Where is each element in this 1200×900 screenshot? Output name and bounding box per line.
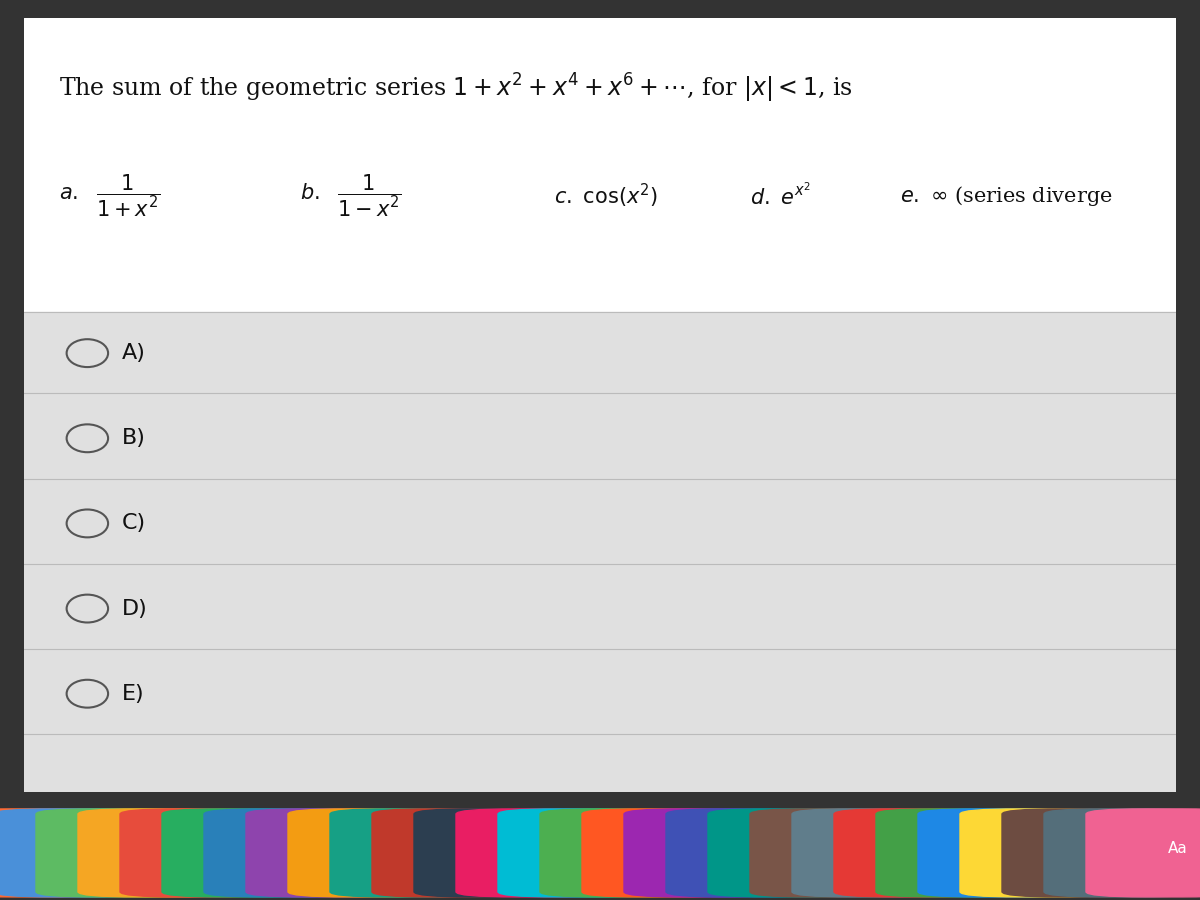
FancyBboxPatch shape <box>624 809 780 897</box>
FancyBboxPatch shape <box>414 809 570 897</box>
FancyBboxPatch shape <box>456 809 612 897</box>
FancyBboxPatch shape <box>330 809 486 897</box>
Text: $c. \ \cos(x^2)$: $c. \ \cos(x^2)$ <box>554 182 658 210</box>
Text: Aa: Aa <box>1169 841 1188 856</box>
Text: $a. \ \ \dfrac{1}{1+x^2}$: $a. \ \ \dfrac{1}{1+x^2}$ <box>59 173 160 219</box>
Text: C): C) <box>122 513 146 534</box>
FancyBboxPatch shape <box>540 809 696 897</box>
FancyBboxPatch shape <box>960 809 1116 897</box>
FancyBboxPatch shape <box>288 809 444 897</box>
FancyBboxPatch shape <box>876 809 1032 897</box>
FancyBboxPatch shape <box>0 809 108 897</box>
FancyBboxPatch shape <box>0 809 150 897</box>
FancyBboxPatch shape <box>498 809 654 897</box>
FancyBboxPatch shape <box>1086 809 1200 897</box>
FancyBboxPatch shape <box>834 809 990 897</box>
FancyBboxPatch shape <box>792 809 948 897</box>
FancyBboxPatch shape <box>918 809 1074 897</box>
Text: E): E) <box>122 684 144 704</box>
FancyBboxPatch shape <box>120 809 276 897</box>
FancyBboxPatch shape <box>78 809 234 897</box>
Bar <box>24 312 1176 792</box>
FancyBboxPatch shape <box>666 809 822 897</box>
FancyBboxPatch shape <box>372 809 528 897</box>
FancyBboxPatch shape <box>1002 809 1158 897</box>
Text: D): D) <box>122 598 148 618</box>
Text: B): B) <box>122 428 145 448</box>
Text: $e. \ \infty$ (series diverge: $e. \ \infty$ (series diverge <box>900 184 1112 208</box>
Text: $b. \ \ \dfrac{1}{1-x^2}$: $b. \ \ \dfrac{1}{1-x^2}$ <box>300 173 402 219</box>
FancyBboxPatch shape <box>204 809 360 897</box>
FancyBboxPatch shape <box>1044 809 1200 897</box>
FancyBboxPatch shape <box>36 809 192 897</box>
Bar <box>24 18 1176 312</box>
FancyBboxPatch shape <box>582 809 738 897</box>
Text: The sum of the geometric series $1 + x^2 + x^4 + x^6 + \cdots$, for $|x| < 1$, i: The sum of the geometric series $1 + x^2… <box>59 72 852 105</box>
FancyBboxPatch shape <box>750 809 906 897</box>
FancyBboxPatch shape <box>246 809 402 897</box>
FancyBboxPatch shape <box>708 809 864 897</box>
FancyBboxPatch shape <box>162 809 318 897</box>
Text: A): A) <box>122 343 145 363</box>
Text: $d. \ e^{x^2}$: $d. \ e^{x^2}$ <box>750 183 811 209</box>
